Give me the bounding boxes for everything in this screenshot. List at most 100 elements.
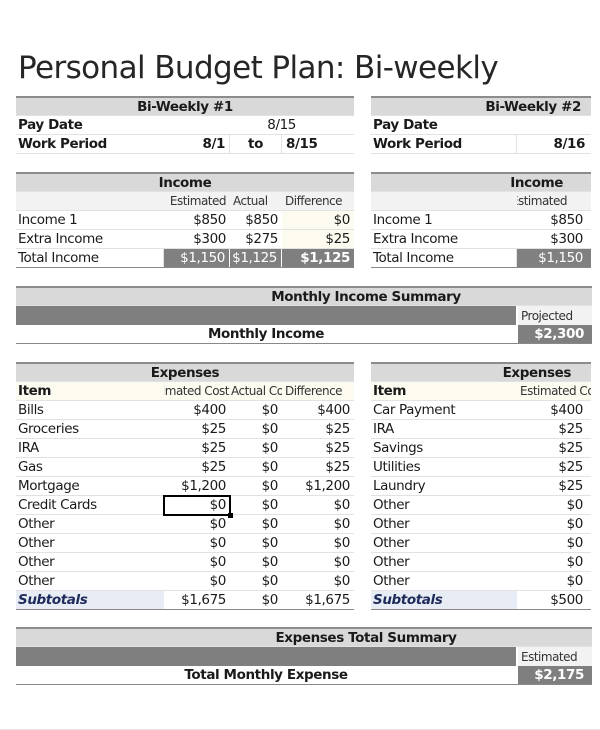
income1-col-headers: Estimated Actual Difference <box>16 192 354 211</box>
income-estimated-cell[interactable]: $850 <box>193 212 226 228</box>
page-title: Personal Budget Plan: Bi-weekly <box>18 50 499 86</box>
expense-actual-cell[interactable]: $0 <box>261 459 279 475</box>
expense-estimated-cell[interactable]: $0 <box>209 554 227 570</box>
expense-estimated-cell[interactable]: $25 <box>201 459 226 475</box>
expense-estimated-cell[interactable]: $25 <box>201 421 226 437</box>
expense-difference-cell[interactable]: $0 <box>333 535 351 551</box>
expense-estimated-cell[interactable]: $25 <box>558 478 583 494</box>
expense-estimated-cell[interactable]: $0 <box>566 573 584 589</box>
total-income-estimated-2[interactable]: $1,150 <box>517 249 591 267</box>
expense-estimated-cell[interactable]: $1,200 <box>181 478 226 494</box>
expense-item[interactable]: Gas <box>18 459 43 475</box>
income-estimated-cell[interactable]: $850 <box>550 212 583 228</box>
total-income-estimated[interactable]: $1,150 <box>164 249 230 267</box>
expense-difference-cell[interactable]: $25 <box>325 440 350 456</box>
expense-item[interactable]: Laundry <box>373 478 426 494</box>
pay-date-label-2: Pay Date <box>373 117 438 133</box>
active-cell-selection[interactable] <box>163 495 231 516</box>
expenses2-subtotal-estimated[interactable]: $500 <box>517 591 591 609</box>
expense-estimated-cell[interactable]: $0 <box>566 535 584 551</box>
income-difference-cell[interactable]: $25 <box>282 230 354 248</box>
expense-actual-cell[interactable]: $0 <box>261 573 279 589</box>
expense-item[interactable]: IRA <box>373 421 394 437</box>
expense-item[interactable]: Other <box>18 554 55 570</box>
income-label: Income 1 <box>18 212 78 228</box>
monthly-income-projected[interactable]: $2,300 <box>518 325 592 343</box>
income-estimated-cell[interactable]: $300 <box>550 231 583 247</box>
expense-difference-cell[interactable]: $1,200 <box>305 478 350 494</box>
expense-actual-cell[interactable]: $0 <box>261 440 279 456</box>
expense-item[interactable]: Other <box>18 535 55 551</box>
table-row: Car Payment $400 <box>371 401 591 420</box>
expense-estimated-cell[interactable]: $400 <box>550 402 583 418</box>
expenses2-subtotal-row: Subtotals $500 <box>371 591 591 610</box>
fill-handle[interactable] <box>228 513 233 518</box>
expenses1-subtotal-actual[interactable]: $0 <box>230 591 282 609</box>
expense-actual-cell[interactable]: $0 <box>261 554 279 570</box>
expense-item[interactable]: Other <box>18 573 55 589</box>
income-actual-cell[interactable]: $275 <box>245 231 278 247</box>
expense-estimated-cell[interactable]: $400 <box>193 402 226 418</box>
income2-col-headers: Estimated <box>371 192 591 211</box>
expense-difference-cell[interactable]: $0 <box>333 554 351 570</box>
expense-actual-cell[interactable]: $0 <box>261 516 279 532</box>
expense-estimated-cell[interactable]: $0 <box>209 573 227 589</box>
income1-col-estimated: Estimated <box>169 194 227 208</box>
expense-item[interactable]: Credit Cards <box>18 497 97 513</box>
expense-item[interactable]: Savings <box>373 440 423 456</box>
expense-difference-cell[interactable]: $25 <box>325 459 350 475</box>
expense-difference-cell[interactable]: $25 <box>325 421 350 437</box>
expense-item[interactable]: Mortgage <box>18 478 80 494</box>
income-actual-cell[interactable]: $850 <box>245 212 278 228</box>
expense-item[interactable]: Bills <box>18 402 44 418</box>
income-difference-cell[interactable]: $0 <box>282 211 354 229</box>
expense-estimated-cell[interactable]: $0 <box>566 497 584 513</box>
expense-item[interactable]: Other <box>373 573 410 589</box>
expense-estimated-cell[interactable]: $25 <box>558 421 583 437</box>
expenses1-subtotal-estimated[interactable]: $1,675 <box>164 591 230 609</box>
expense-estimated-cell[interactable]: $0 <box>209 535 227 551</box>
period-start-cell[interactable]: 8/1 <box>164 135 230 153</box>
expense-item[interactable]: Groceries <box>18 421 79 437</box>
table-row: Mortgage $1,200 $0 $1,200 <box>16 477 354 496</box>
total-income-actual[interactable]: $1,125 <box>230 249 282 267</box>
expense-item[interactable]: Other <box>18 516 55 532</box>
expense-item[interactable]: Utilities <box>373 459 421 475</box>
expense-actual-cell[interactable]: $0 <box>261 402 279 418</box>
expense-difference-cell[interactable]: $400 <box>317 402 350 418</box>
pay-date-cell[interactable]: 8/15 <box>267 117 296 133</box>
expense-item[interactable]: Other <box>373 554 410 570</box>
expense-actual-cell[interactable]: $0 <box>261 497 279 513</box>
income-estimated-cell[interactable]: $300 <box>193 231 226 247</box>
total-monthly-expense-value[interactable]: $2,175 <box>518 666 592 684</box>
expense-item[interactable]: Other <box>373 497 410 513</box>
expense-estimated-cell-selected[interactable]: $0 <box>209 497 227 513</box>
expense-difference-cell[interactable]: $0 <box>333 516 351 532</box>
expenses1-subtotal-difference[interactable]: $1,675 <box>282 591 354 609</box>
expense-estimated-cell[interactable]: $0 <box>566 554 584 570</box>
total-monthly-expense-row: Total Monthly Expense $2,175 <box>16 666 592 685</box>
expense-estimated-cell[interactable]: $0 <box>209 516 227 532</box>
expense-estimated-cell[interactable]: $25 <box>558 440 583 456</box>
expense-item[interactable]: Other <box>373 535 410 551</box>
table-row: Utilities $25 <box>371 458 591 477</box>
expense-actual-cell[interactable]: $0 <box>261 535 279 551</box>
expense-item[interactable]: Other <box>373 516 410 532</box>
period-end-cell[interactable]: 8/15 <box>286 136 318 152</box>
monthly-income-row: Monthly Income $2,300 <box>16 325 592 344</box>
expenses1-col-headers: Item Estimated Cost Actual Cost Differen… <box>16 382 354 401</box>
expenses2-subtotal-label: Subtotals <box>373 592 443 608</box>
expense-difference-cell[interactable]: $0 <box>333 573 351 589</box>
period-start-cell-2[interactable]: 8/16 <box>553 136 585 152</box>
expense-actual-cell[interactable]: $0 <box>261 421 279 437</box>
expense-estimated-cell[interactable]: $25 <box>558 459 583 475</box>
expense-difference-cell[interactable]: $0 <box>333 497 351 513</box>
expense-estimated-cell[interactable]: $0 <box>566 516 584 532</box>
work-period-label: Work Period <box>18 136 107 152</box>
expense-estimated-cell[interactable]: $25 <box>201 440 226 456</box>
income1-header: Income <box>16 172 354 192</box>
expense-item[interactable]: IRA <box>18 440 39 456</box>
expense-actual-cell[interactable]: $0 <box>261 478 279 494</box>
total-income-difference[interactable]: $1,125 <box>282 249 354 267</box>
expense-item[interactable]: Car Payment <box>373 402 456 418</box>
